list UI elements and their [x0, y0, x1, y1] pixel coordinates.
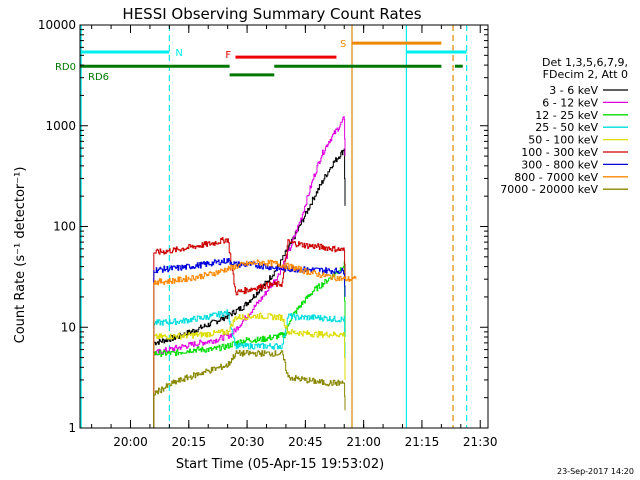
legend-entry-label-5: 100 - 300 keV: [521, 146, 598, 159]
x-tick-label-5: 21:15: [405, 435, 440, 449]
legend-entry-label-1: 6 - 12 keV: [542, 96, 598, 109]
series-line-2: [153, 261, 346, 357]
x-tick-label-1: 20:15: [172, 435, 207, 449]
y-tick-label-2: 100: [53, 220, 76, 234]
y-tick-label-0: 1: [68, 421, 76, 435]
status-bar-label-n: N: [175, 48, 182, 59]
y-tick-label-4: 10000: [38, 18, 76, 32]
legend-entry-label-7: 800 - 7000 keV: [514, 171, 598, 184]
series-line-4: [153, 312, 346, 380]
status-bar-label-s: S: [340, 39, 346, 50]
x-tick-label-2: 20:30: [230, 435, 265, 449]
series-line-7: [153, 259, 357, 286]
x-tick-label-6: 21:30: [463, 435, 498, 449]
legend-entry-label-0: 3 - 6 keV: [549, 84, 598, 97]
y-axis-label: Count Rate (s⁻¹ detector⁻¹): [13, 167, 28, 344]
legend-entry-label-8: 7000 - 20000 keV: [500, 183, 598, 196]
legend-header-line-1: Det 1,3,5,6,7,9,: [542, 56, 628, 69]
legend-entry-label-6: 300 - 800 keV: [521, 158, 598, 171]
y-tick-label-1: 10: [61, 320, 76, 334]
legend-header-line-2: FDecim 2, Att 0: [543, 68, 628, 81]
status-bar-label-f: F: [225, 50, 231, 61]
series-line-3: [153, 309, 346, 368]
status-bar-label-rd0: RD0: [55, 62, 76, 73]
series-line-5: [153, 237, 346, 296]
x-axis-label: Start Time (05-Apr-15 19:53:02): [176, 457, 384, 472]
series-line-1: [153, 116, 346, 356]
x-tick-label-4: 21:00: [346, 435, 381, 449]
y-tick-label-3: 1000: [45, 119, 76, 133]
series-line-8: [153, 350, 346, 411]
plot-frame: [79, 24, 489, 429]
x-tick-label-3: 20:45: [288, 435, 323, 449]
legend-entry-label-2: 12 - 25 keV: [535, 109, 598, 122]
status-bar-label-rd6: RD6: [88, 72, 109, 83]
legend-entry-label-4: 50 - 100 keV: [528, 134, 598, 147]
chart-title: HESSI Observing Summary Count Rates: [122, 5, 421, 23]
x-tick-label-0: 20:00: [113, 435, 148, 449]
legend-entry-label-3: 25 - 50 keV: [535, 121, 598, 134]
footer-timestamp: 23-Sep-2017 14:20: [557, 467, 634, 476]
